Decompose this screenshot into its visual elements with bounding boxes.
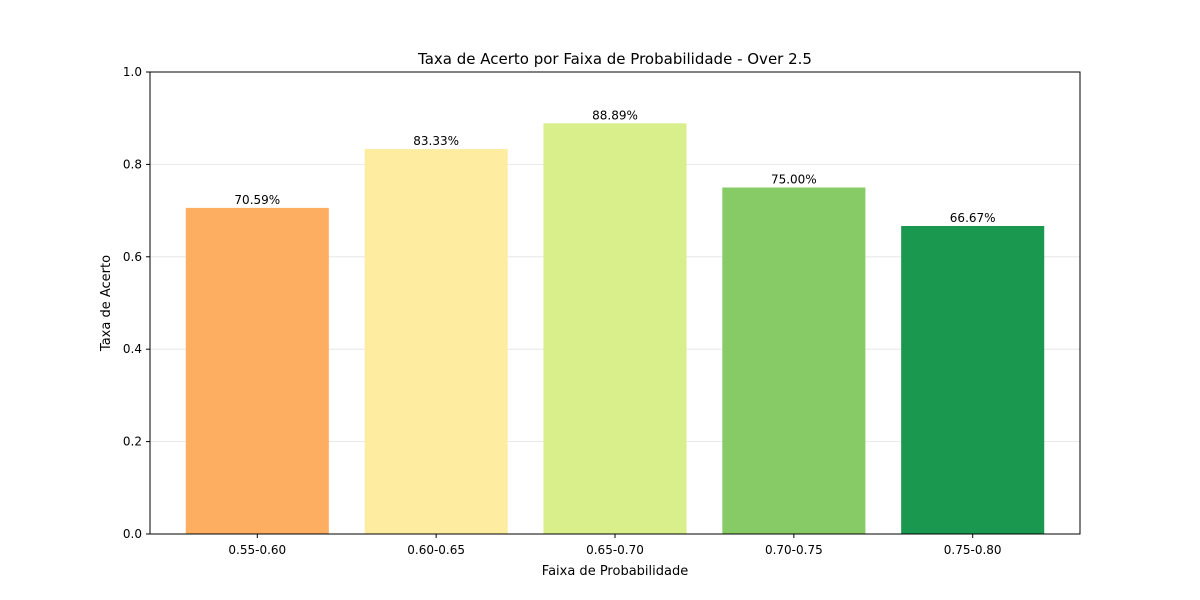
y-tick-label: 0.4: [123, 342, 142, 356]
y-tick-label: 0.2: [123, 435, 142, 449]
x-tick-label: 0.65-0.70: [586, 543, 644, 557]
x-tick-label: 0.60-0.65: [407, 543, 465, 557]
x-axis-label: Faixa de Probabilidade: [542, 564, 688, 579]
y-tick-label: 0.8: [123, 157, 142, 171]
bar-0.60-0.65: [364, 149, 508, 535]
data-label: 66.67%: [950, 211, 996, 225]
chart-title: Taxa de Acerto por Faixa de Probabilidad…: [417, 50, 812, 68]
bar-0.55-0.60: [185, 207, 329, 534]
x-tick-label: 0.70-0.75: [765, 543, 823, 557]
x-tick-label: 0.55-0.60: [228, 543, 286, 557]
bar-0.65-0.70: [543, 123, 687, 535]
bar-0.75-0.80: [901, 225, 1045, 534]
y-tick-label: 1.0: [123, 65, 142, 79]
y-tick-label: 0.6: [123, 250, 142, 264]
bars: [185, 123, 1045, 535]
data-label: 75.00%: [771, 173, 817, 187]
y-axis-label: Taxa de Acerto: [99, 255, 114, 352]
data-label: 83.33%: [413, 134, 459, 148]
y-axis-ticks: 0.0 0.2 0.4 0.6 0.8 1.0: [123, 65, 150, 541]
x-axis-ticks: 0.55-0.60 0.60-0.65 0.65-0.70 0.70-0.75 0.75…: [228, 534, 1002, 557]
data-label: 70.59%: [234, 193, 280, 207]
data-label: 88.89%: [592, 108, 638, 122]
y-tick-label: 0.0: [123, 527, 142, 541]
data-labels: 70.59% 83.33% 88.89% 75.00% 66.67%: [234, 108, 995, 225]
bar-0.70-0.75: [722, 187, 866, 534]
x-tick-label: 0.75-0.80: [944, 543, 1002, 557]
